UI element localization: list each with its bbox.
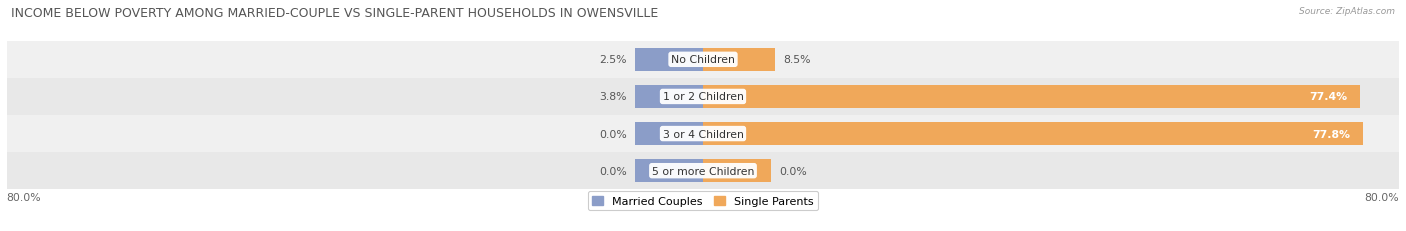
Text: 5 or more Children: 5 or more Children [652,166,754,176]
Bar [703,49,775,72]
Text: 0.0%: 0.0% [779,166,807,176]
Text: 77.8%: 77.8% [1313,129,1351,139]
Bar [7,116,1399,152]
Bar [703,85,1360,109]
Text: INCOME BELOW POVERTY AMONG MARRIED-COUPLE VS SINGLE-PARENT HOUSEHOLDS IN OWENSVI: INCOME BELOW POVERTY AMONG MARRIED-COUPL… [11,7,658,20]
Text: 2.5%: 2.5% [599,55,627,65]
Bar [7,42,1399,79]
Text: 1 or 2 Children: 1 or 2 Children [662,92,744,102]
Text: No Children: No Children [671,55,735,65]
Text: 3.8%: 3.8% [599,92,627,102]
Text: 3 or 4 Children: 3 or 4 Children [662,129,744,139]
Bar [636,49,703,72]
Bar [636,159,703,182]
Bar [636,85,703,109]
Text: 0.0%: 0.0% [599,166,627,176]
Legend: Married Couples, Single Parents: Married Couples, Single Parents [588,191,818,210]
Text: 77.4%: 77.4% [1309,92,1347,102]
Text: 0.0%: 0.0% [599,129,627,139]
Bar [7,152,1399,189]
Bar [636,122,703,146]
Bar [703,122,1364,146]
Bar [7,79,1399,116]
Text: Source: ZipAtlas.com: Source: ZipAtlas.com [1299,7,1395,16]
Bar [703,159,770,182]
Text: 8.5%: 8.5% [783,55,811,65]
